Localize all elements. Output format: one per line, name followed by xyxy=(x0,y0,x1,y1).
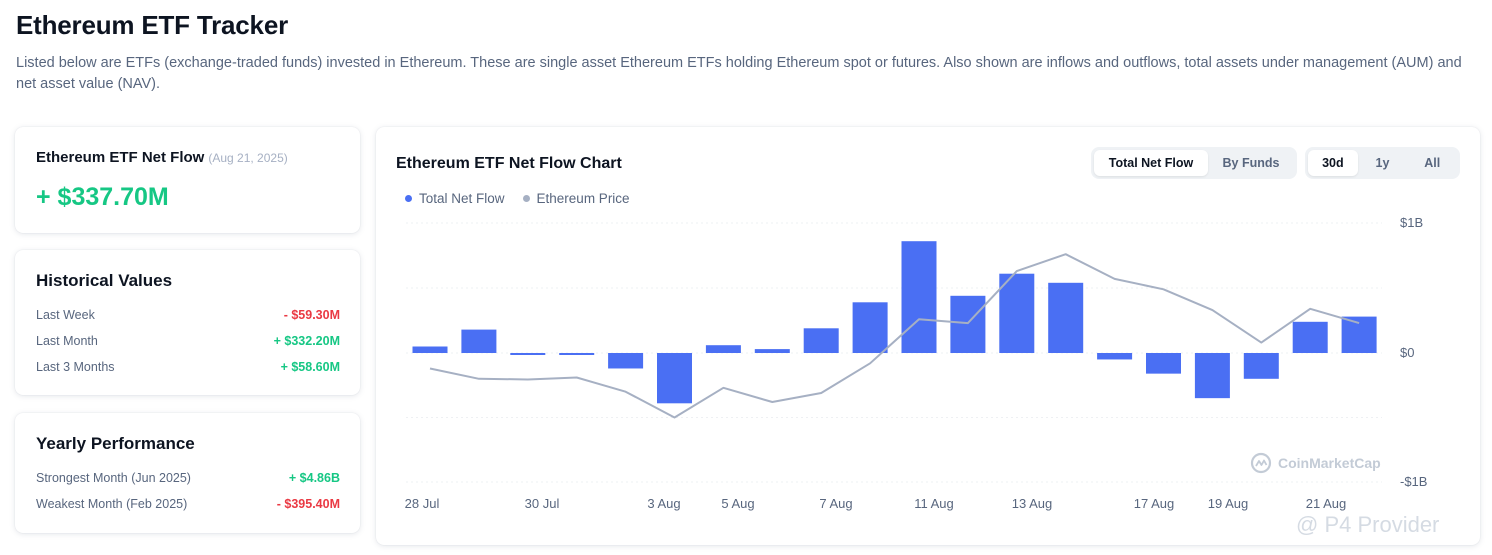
net-flow-title-text: Ethereum ETF Net Flow xyxy=(36,149,205,166)
net-flow-bar xyxy=(461,329,497,353)
chart-title: Ethereum ETF Net Flow Chart xyxy=(396,155,622,172)
tab-range-1y[interactable]: 1y xyxy=(1375,156,1390,170)
x-tick-label: 5 Aug xyxy=(721,496,754,511)
yearly-row: Strongest Month (Jun 2025) + $4.86B xyxy=(36,471,340,489)
net-flow-bar xyxy=(559,353,595,355)
historical-row: Last 3 Months + $58.60M xyxy=(36,360,340,378)
net-flow-date: (Aug 21, 2025) xyxy=(208,151,288,165)
net-flow-bar xyxy=(1292,321,1328,353)
yearly-performance-title: Yearly Performance xyxy=(36,434,195,453)
yearly-row-period: (Feb 2025) xyxy=(126,497,188,511)
historical-row-label: Last 3 Months xyxy=(36,360,115,374)
x-tick-label: 3 Aug xyxy=(647,496,680,511)
tab-range-30d[interactable]: 30d xyxy=(1308,150,1358,176)
net-flow-bar xyxy=(608,353,644,369)
y-tick-label: $1B xyxy=(1400,215,1423,230)
net-flow-bar xyxy=(1097,353,1133,360)
historical-row-value: + $332.20M xyxy=(273,334,340,348)
historical-row-label: Last Month xyxy=(36,334,98,348)
chart-type-toggle: Total Net Flow By Funds xyxy=(1091,147,1297,179)
page-description: Listed below are ETFs (exchange-traded f… xyxy=(16,55,1462,92)
net-flow-bar xyxy=(950,295,986,353)
tab-total-net-flow[interactable]: Total Net Flow xyxy=(1094,150,1208,176)
x-tick-label: 19 Aug xyxy=(1208,496,1249,511)
yearly-row: Weakest Month (Feb 2025) - $395.40M xyxy=(36,497,340,515)
legend-dot-net-flow xyxy=(405,195,412,202)
eth-price-line xyxy=(429,253,1360,419)
historical-row: Last Month + $332.20M xyxy=(36,334,340,352)
legend-item-eth-price[interactable]: Ethereum Price xyxy=(522,191,630,206)
historical-row-value: + $58.60M xyxy=(280,360,340,374)
historical-row: Last Week - $59.30M xyxy=(36,308,340,326)
net-flow-chart[interactable]: $1B $0 -$1B 28 Jul 30 Jul 3 Aug 5 Aug 7 Aug 11 A… xyxy=(376,127,1480,545)
tab-range-all[interactable]: All xyxy=(1424,156,1441,170)
net-flow-bar xyxy=(510,353,546,355)
historical-row-label: Last Week xyxy=(36,308,95,322)
y-tick-label: -$1B xyxy=(1400,474,1427,489)
net-flow-bar xyxy=(901,241,937,353)
coinmarketcap-logo-icon xyxy=(1250,452,1272,474)
historical-values-title: Historical Values xyxy=(36,271,173,290)
yearly-performance-card: Yearly Performance Strongest Month (Jun … xyxy=(15,413,360,533)
net-flow-value: + $337.70M xyxy=(36,183,169,211)
legend-item-net-flow[interactable]: Total Net Flow xyxy=(405,191,505,206)
net-flow-bar xyxy=(1146,353,1181,374)
page-title: Ethereum ETF Tracker xyxy=(16,10,288,40)
legend-dot-eth-price xyxy=(522,195,530,202)
watermark-text: CoinMarketCap xyxy=(1278,455,1381,471)
x-tick-label: 7 Aug xyxy=(819,496,852,511)
overlay-watermark: @ P4 Provider xyxy=(1296,512,1439,538)
x-tick-label: 21 Aug xyxy=(1306,496,1347,511)
yearly-row-period: (Jun 2025) xyxy=(131,471,191,485)
yearly-row-label-text: Weakest Month xyxy=(36,497,123,511)
overlay-watermark-text: @ P4 Provider xyxy=(1296,512,1440,537)
tab-by-funds[interactable]: By Funds xyxy=(1222,156,1280,170)
yearly-row-label: Weakest Month (Feb 2025) xyxy=(36,497,187,511)
net-flow-bar xyxy=(999,273,1035,353)
net-flow-bar xyxy=(657,353,692,404)
net-flow-bar xyxy=(1194,353,1230,399)
coinmarketcap-watermark: CoinMarketCap xyxy=(1250,452,1381,474)
net-flow-chart-card: Ethereum ETF Net Flow Chart Total Net Fl… xyxy=(376,127,1480,545)
x-tick-label: 11 Aug xyxy=(914,496,954,511)
net-flow-bar xyxy=(754,349,790,353)
x-tick-label: 17 Aug xyxy=(1134,496,1175,511)
y-tick-label: $0 xyxy=(1400,345,1414,360)
net-flow-bar xyxy=(705,345,741,353)
net-flow-bar xyxy=(803,328,839,353)
net-flow-title: Ethereum ETF Net Flow (Aug 21, 2025) xyxy=(36,149,288,166)
x-tick-label: 30 Jul xyxy=(525,496,560,511)
historical-row-value: - $59.30M xyxy=(283,308,340,322)
historical-values-card: Historical Values Last Week - $59.30M La… xyxy=(15,250,360,395)
chart-legend: Total Net Flow Ethereum Price xyxy=(405,191,630,206)
net-flow-bar xyxy=(1243,353,1279,379)
yearly-row-label-text: Strongest Month xyxy=(36,471,128,485)
chart-range-toggle: 30d 1y All xyxy=(1305,147,1460,179)
net-flow-card: Ethereum ETF Net Flow (Aug 21, 2025) + $3… xyxy=(15,127,360,233)
yearly-row-value: - $395.40M xyxy=(276,497,340,511)
net-flow-bar xyxy=(852,302,888,353)
x-tick-label: 13 Aug xyxy=(1012,496,1053,511)
x-tick-label: 28 Jul xyxy=(405,496,440,511)
yearly-row-value: + $4.86B xyxy=(288,471,340,485)
legend-label-eth-price: Ethereum Price xyxy=(536,191,630,206)
net-flow-bar xyxy=(1048,282,1084,353)
net-flow-bar xyxy=(412,346,448,353)
legend-label-net-flow: Total Net Flow xyxy=(419,191,505,206)
yearly-row-label: Strongest Month (Jun 2025) xyxy=(36,471,191,485)
